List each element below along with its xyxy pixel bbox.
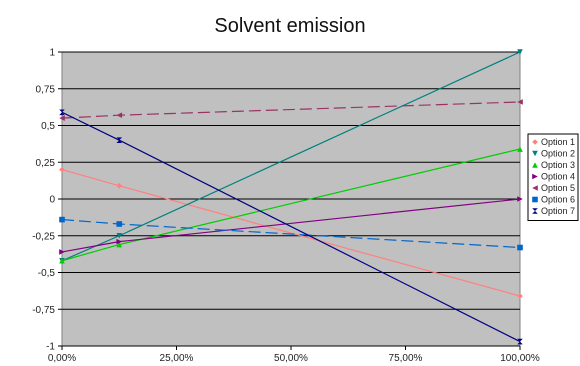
chart-title: Solvent emission: [214, 15, 365, 37]
y-tick-label: 0,25: [36, 158, 56, 169]
data-point-option-4: [59, 249, 65, 255]
legend-marker-option-5: [532, 185, 538, 191]
legend-label-option-2: Option 2: [541, 149, 575, 159]
legend-marker-option-2: [532, 150, 538, 157]
data-point-option-7: [116, 137, 123, 143]
legend-label-option-1: Option 1: [541, 137, 575, 147]
x-tick-label: 50,00%: [274, 353, 308, 364]
legend-label-option-5: Option 5: [541, 183, 575, 193]
legend-label-option-6: Option 6: [541, 195, 575, 205]
legend-marker-option-6: [532, 196, 538, 203]
data-point-option-7: [517, 338, 523, 345]
legend-marker-option-4: [532, 173, 538, 180]
data-point-option-1: [517, 293, 523, 299]
data-point-option-4: [116, 238, 123, 245]
data-point-option-5: [59, 115, 65, 121]
data-point-option-1: [59, 166, 65, 173]
y-tick-label: -0,75: [32, 305, 55, 316]
data-point-option-2: [116, 232, 123, 239]
data-point-option-3: [517, 146, 523, 152]
data-point-option-1: [116, 182, 123, 189]
plot-area: 1 0,75 0,5 0,25 0 -0,25 -0,5 -0,75 -10,00% 25,00%…: [32, 48, 540, 365]
legend-label-option-3: Option 3: [541, 160, 575, 170]
x-tick-label: 0,00%: [48, 353, 76, 364]
y-tick-label: -0,25: [32, 231, 55, 242]
data-point-option-6: [116, 221, 123, 227]
y-tick-label: 0,75: [36, 84, 56, 95]
y-tick-label: 1: [49, 48, 55, 59]
data-point-option-4: [517, 196, 523, 202]
data-point-option-3: [59, 257, 65, 264]
x-tick-label: 100,00%: [500, 353, 540, 364]
data-point-option-2: [517, 49, 523, 55]
data-point-option-7: [59, 109, 65, 116]
y-tick-label: -1: [46, 342, 55, 353]
legend-label-option-7: Option 7: [541, 206, 575, 216]
legend-box: [527, 133, 579, 221]
legend-marker-option-3: [532, 162, 538, 168]
legend-label-option-4: Option 4: [541, 172, 575, 182]
x-tick-label: 25,00%: [160, 353, 194, 364]
y-tick-label: -0,5: [38, 268, 56, 279]
y-tick-label: 0: [49, 195, 55, 206]
x-tick-label: 75,00%: [389, 353, 423, 364]
data-point-option-6: [59, 216, 65, 223]
y-tick-label: 0,5: [41, 121, 55, 132]
legend-marker-option-1: [532, 139, 538, 145]
legend-marker-option-7: [532, 208, 538, 214]
data-point-option-5: [116, 112, 123, 119]
data-point-option-3: [116, 241, 123, 248]
data-point-option-5: [517, 99, 523, 105]
data-point-option-6: [517, 244, 523, 251]
